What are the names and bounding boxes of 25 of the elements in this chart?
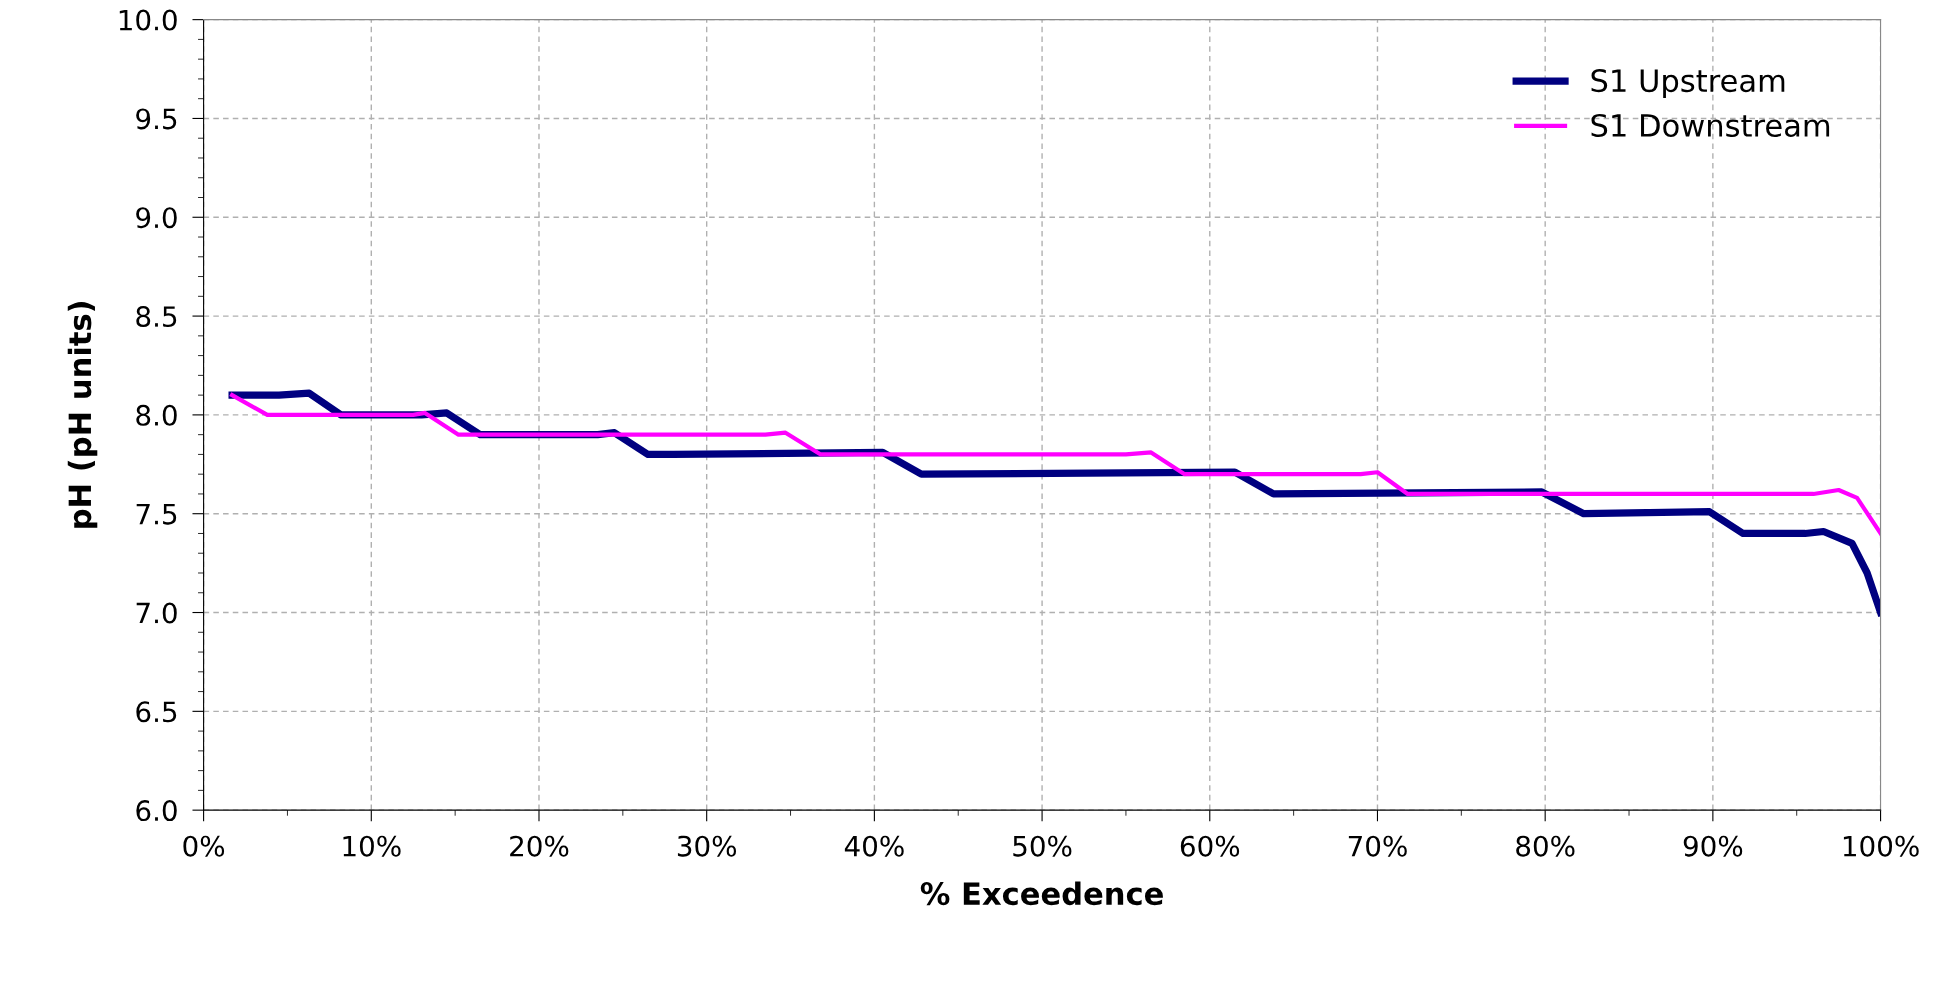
x-tick-label: 100% xyxy=(1843,835,1919,857)
x-tick-label: 40% xyxy=(844,835,904,857)
y-tick-label: 8.5 xyxy=(136,306,177,328)
y-axis-title: pH (pH units) xyxy=(67,302,98,528)
y-tick-label: 9.0 xyxy=(136,207,177,229)
y-tick-label: 8.0 xyxy=(136,404,177,426)
legend-label: S1 Downstream xyxy=(1591,113,1830,138)
x-tick-label: 20% xyxy=(510,835,569,857)
x-tick-label: 50% xyxy=(1013,835,1072,857)
y-tick-label: 7.0 xyxy=(136,602,177,624)
x-tick-label: 80% xyxy=(1516,835,1575,857)
y-tick-label: 10.0 xyxy=(119,9,177,31)
x-axis-title: % Exceedence xyxy=(920,881,1163,906)
y-tick-label: 6.0 xyxy=(136,800,177,822)
y-tick-label: 7.5 xyxy=(136,504,177,525)
x-tick-label: 30% xyxy=(677,835,737,857)
line-series xyxy=(230,393,1881,536)
legend-label: S1 Upstream xyxy=(1591,69,1785,99)
x-tick-label: 0% xyxy=(183,835,225,857)
x-tick-label: 70% xyxy=(1348,835,1407,857)
y-tick-label: 6.5 xyxy=(136,701,177,723)
x-tick-label: 60% xyxy=(1180,835,1240,857)
x-tick-label: 10% xyxy=(343,835,401,857)
x-tick-label: 90% xyxy=(1683,835,1743,857)
y-tick-label: 9.5 xyxy=(136,108,177,130)
